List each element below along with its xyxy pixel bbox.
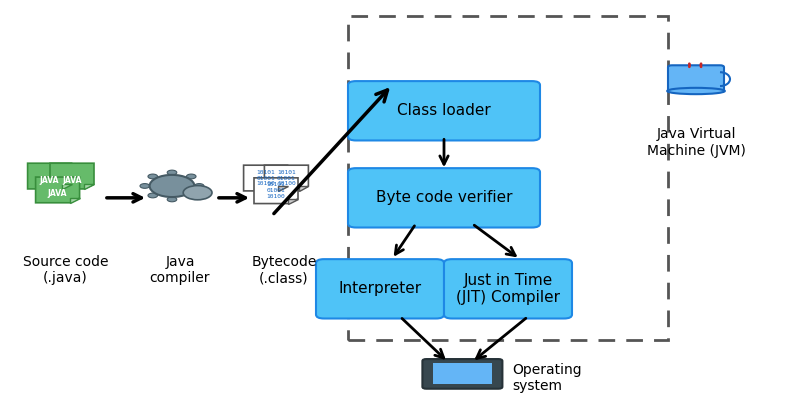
FancyArrow shape: [445, 382, 480, 385]
Text: Source code
(.java): Source code (.java): [23, 255, 108, 285]
Circle shape: [167, 197, 177, 202]
Polygon shape: [70, 198, 79, 203]
Text: JAVA: JAVA: [40, 175, 59, 185]
Polygon shape: [50, 163, 94, 189]
Polygon shape: [36, 177, 79, 203]
FancyBboxPatch shape: [444, 259, 572, 318]
Circle shape: [186, 174, 196, 179]
Text: JAVA: JAVA: [48, 189, 67, 198]
Text: Byte code verifier: Byte code verifier: [376, 190, 512, 205]
Circle shape: [148, 174, 158, 179]
Ellipse shape: [667, 88, 725, 94]
Polygon shape: [243, 165, 288, 191]
Text: Bytecode
(.class): Bytecode (.class): [251, 255, 317, 285]
Polygon shape: [289, 199, 298, 204]
Polygon shape: [85, 184, 94, 189]
FancyBboxPatch shape: [348, 81, 540, 141]
Circle shape: [186, 193, 196, 198]
Text: 10101
01001
10100: 10101 01001 10100: [256, 170, 275, 186]
Polygon shape: [299, 186, 309, 191]
Text: Operating
system: Operating system: [512, 363, 582, 393]
FancyBboxPatch shape: [422, 359, 502, 389]
Text: Java Virtual
Machine (JVM): Java Virtual Machine (JVM): [646, 127, 746, 158]
Text: Java
compiler: Java compiler: [150, 255, 210, 285]
Text: Interpreter: Interpreter: [338, 281, 422, 296]
Circle shape: [167, 170, 177, 175]
Polygon shape: [278, 186, 288, 191]
FancyBboxPatch shape: [348, 168, 540, 227]
Polygon shape: [254, 178, 298, 204]
FancyBboxPatch shape: [668, 65, 724, 91]
Polygon shape: [62, 184, 72, 189]
Circle shape: [148, 193, 158, 198]
Text: 10101
01001
10100: 10101 01001 10100: [266, 182, 286, 199]
Circle shape: [194, 183, 204, 188]
FancyBboxPatch shape: [433, 363, 492, 384]
Text: 10101
01001
10100: 10101 01001 10100: [277, 170, 296, 186]
FancyBboxPatch shape: [316, 259, 444, 318]
Polygon shape: [27, 163, 72, 189]
Text: Just in Time
(JIT) Compiler: Just in Time (JIT) Compiler: [456, 273, 560, 305]
Text: Class loader: Class loader: [397, 103, 491, 118]
Text: JAVA: JAVA: [62, 175, 82, 185]
Polygon shape: [265, 165, 309, 191]
FancyArrow shape: [459, 375, 466, 383]
Circle shape: [183, 185, 212, 200]
Circle shape: [140, 183, 150, 188]
Circle shape: [150, 175, 194, 197]
